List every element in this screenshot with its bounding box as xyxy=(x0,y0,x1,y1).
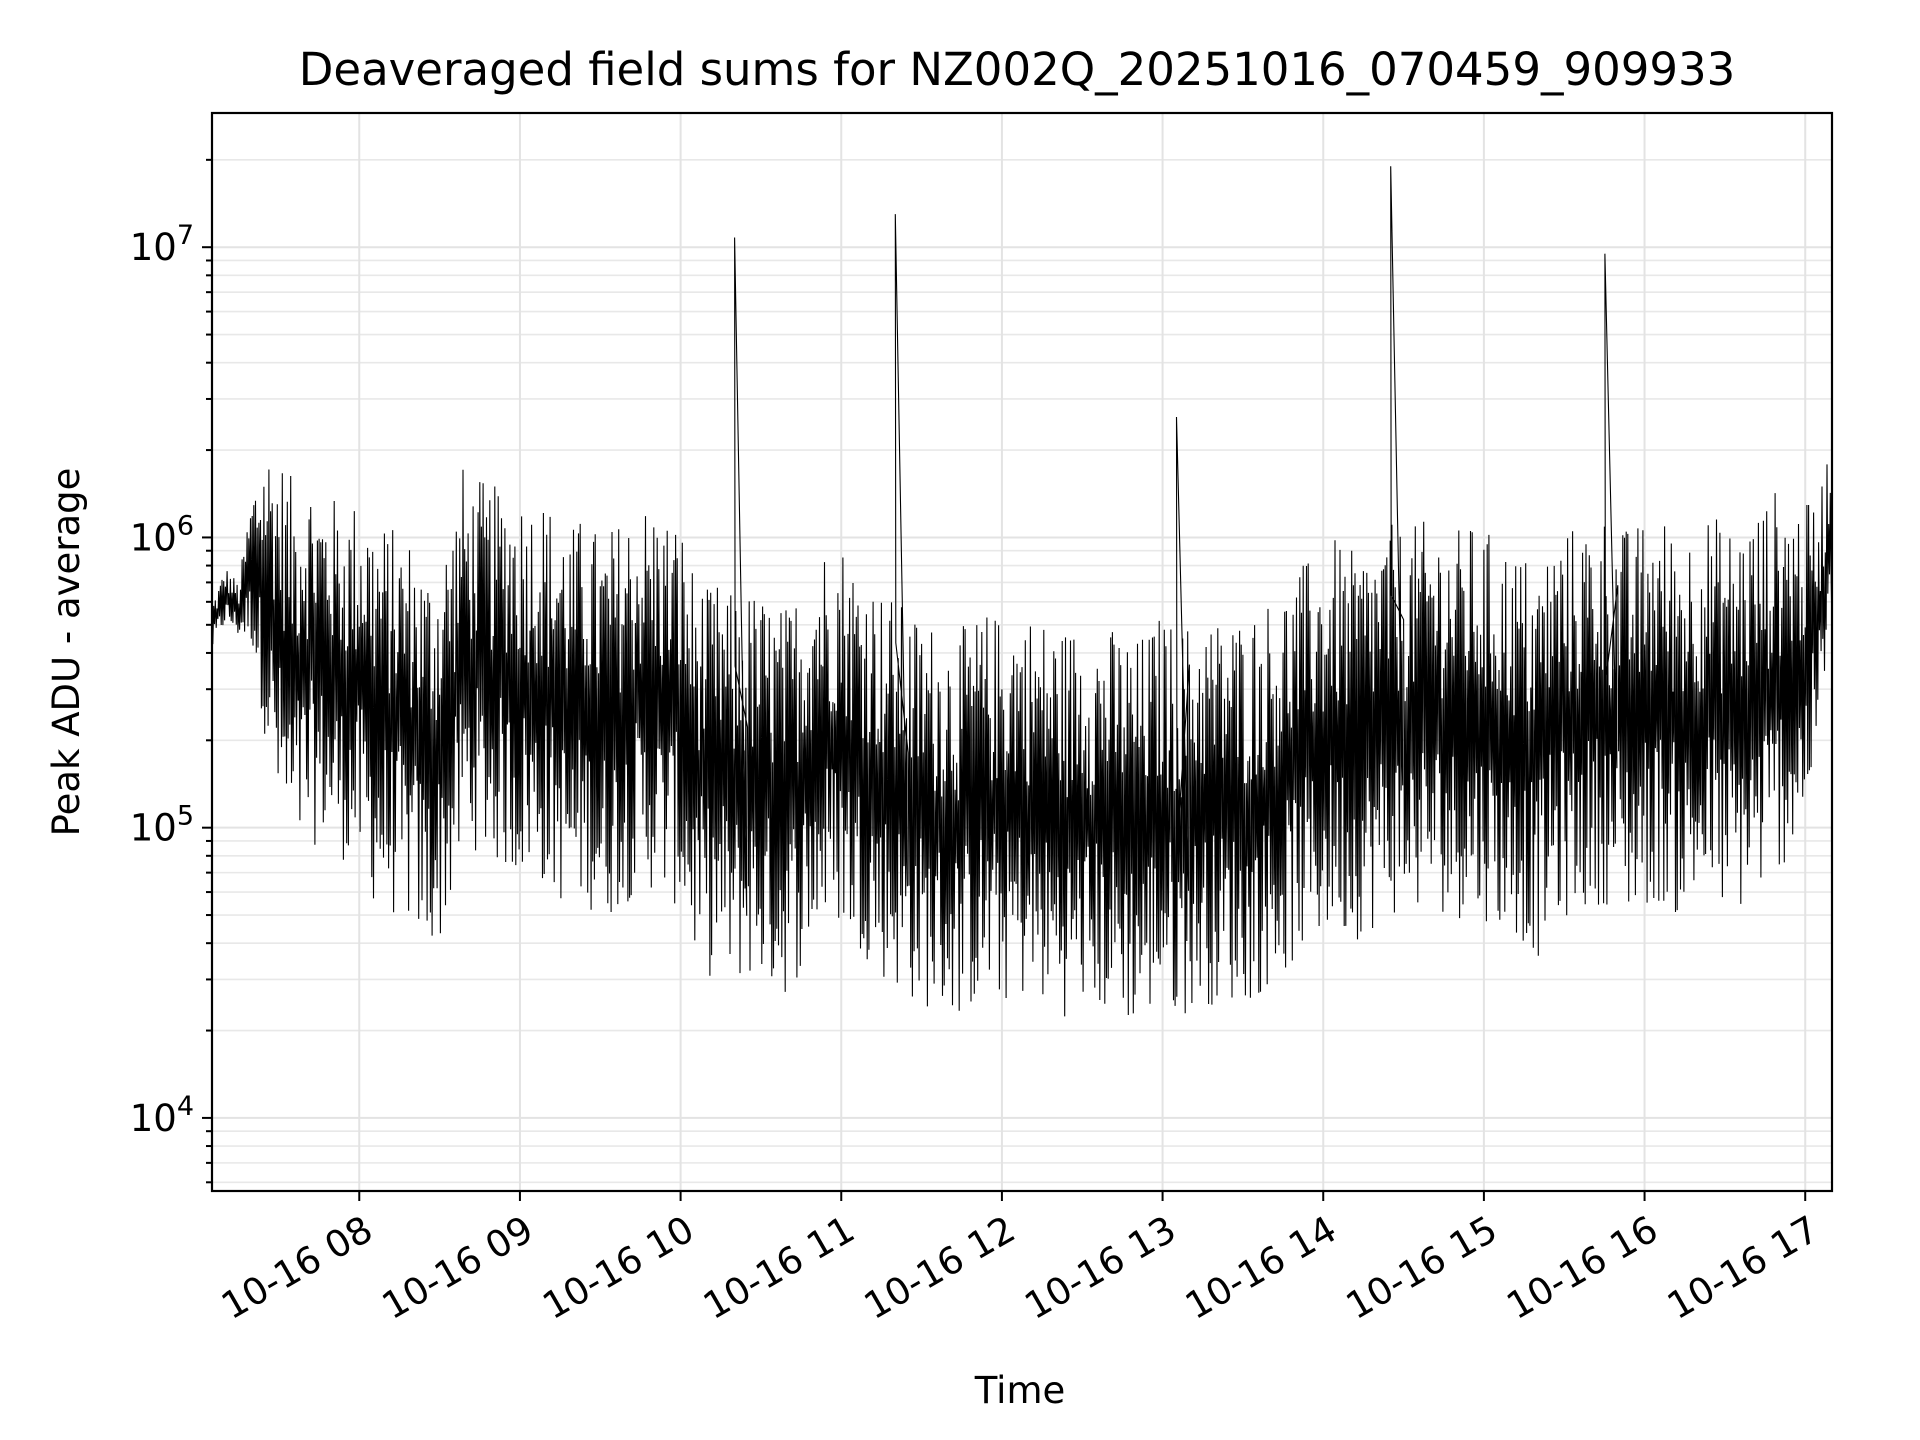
y-tick-label: 105 xyxy=(130,801,194,850)
x-axis-label: Time xyxy=(974,1369,1066,1412)
series-layer xyxy=(212,166,1832,1017)
y-axis-label: Peak ADU - average xyxy=(45,468,88,837)
chart-title: Deaveraged field sums for NZ002Q_2025101… xyxy=(299,43,1735,96)
y-tick-label: 107 xyxy=(130,220,194,269)
series-line xyxy=(212,166,1832,1017)
axis-ticks xyxy=(202,158,1807,1201)
y-tick-labels: 104 105 106 107 xyxy=(130,220,194,1140)
y-tick-label: 106 xyxy=(130,510,194,559)
y-tick-label: 104 xyxy=(130,1091,194,1140)
